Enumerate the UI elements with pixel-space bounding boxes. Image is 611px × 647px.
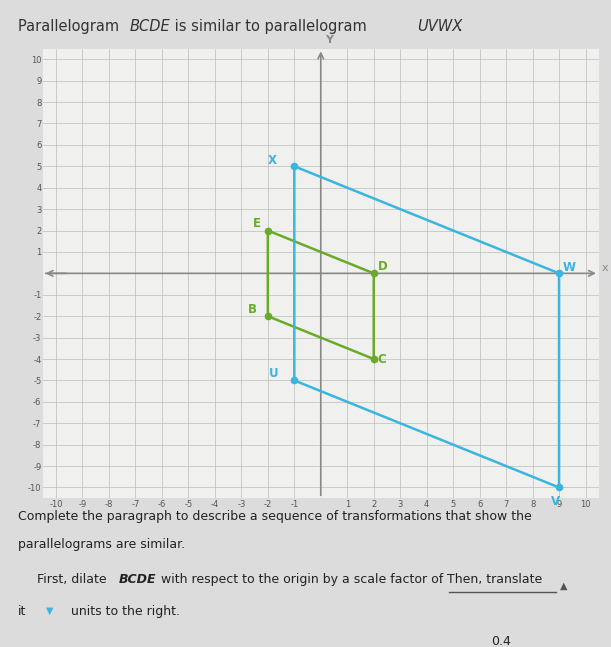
Text: B: B	[248, 303, 257, 316]
Text: parallelograms are similar.: parallelograms are similar.	[18, 538, 186, 551]
Text: it: it	[18, 606, 27, 619]
Text: UVWX: UVWX	[417, 19, 462, 34]
Text: with respect to the origin by a scale factor of: with respect to the origin by a scale fa…	[157, 573, 443, 586]
Text: C: C	[378, 353, 386, 366]
Text: V: V	[551, 494, 560, 508]
Text: 0.4: 0.4	[491, 635, 511, 647]
Text: ▼: ▼	[46, 606, 53, 615]
Text: E: E	[254, 217, 262, 230]
Text: U: U	[269, 367, 279, 380]
Text: .: .	[457, 19, 462, 34]
Text: . Then, translate: . Then, translate	[439, 573, 542, 586]
Text: D: D	[378, 260, 387, 273]
Text: Complete the paragraph to describe a sequence of transformations that show the: Complete the paragraph to describe a seq…	[18, 510, 532, 523]
Text: X: X	[268, 154, 277, 167]
Text: x: x	[601, 263, 608, 273]
Text: ▲: ▲	[560, 581, 567, 591]
Text: BCDE: BCDE	[119, 573, 156, 586]
Text: BCDE: BCDE	[130, 19, 170, 34]
Text: First, dilate: First, dilate	[37, 573, 110, 586]
Text: is similar to parallelogram: is similar to parallelogram	[170, 19, 371, 34]
Text: Parallelogram: Parallelogram	[18, 19, 124, 34]
Text: Y: Y	[326, 36, 334, 45]
Text: W: W	[563, 261, 576, 274]
Text: units to the right.: units to the right.	[67, 606, 180, 619]
